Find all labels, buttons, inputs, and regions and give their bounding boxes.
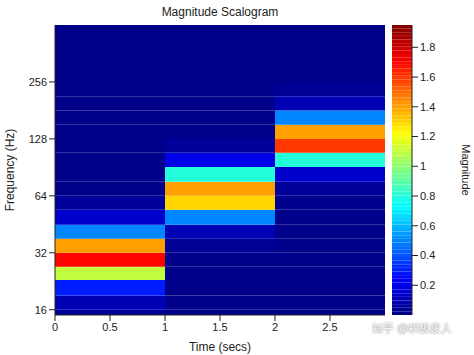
svg-text:0: 0 (52, 321, 58, 333)
svg-text:1.8: 1.8 (420, 41, 435, 53)
svg-text:1: 1 (420, 160, 426, 172)
svg-text:0.6: 0.6 (420, 220, 435, 232)
svg-text:128: 128 (29, 133, 47, 145)
svg-text:2.5: 2.5 (322, 321, 337, 333)
svg-text:64: 64 (35, 190, 47, 202)
svg-text:32: 32 (35, 247, 47, 259)
svg-text:Frequency (Hz): Frequency (Hz) (3, 129, 17, 212)
svg-text:256: 256 (29, 76, 47, 88)
svg-text:2: 2 (272, 321, 278, 333)
svg-text:Time (secs): Time (secs) (189, 340, 251, 354)
html-text:Magnitude Scalogram: Magnitude Scalogram (161, 5, 279, 19)
svg-text:16: 16 (35, 304, 47, 316)
svg-text:Magnitude: Magnitude (460, 144, 472, 195)
svg-text:1.2: 1.2 (420, 130, 435, 142)
svg-text:1.4: 1.4 (420, 101, 435, 113)
svg-text:0.8: 0.8 (420, 190, 435, 202)
svg-text:0.5: 0.5 (102, 321, 117, 333)
html-text:知乎 @积极废人: 知乎 @积极废人 (372, 322, 453, 334)
svg-text:1.6: 1.6 (420, 71, 435, 83)
svg-text:1.5: 1.5 (212, 321, 227, 333)
svg-text:1: 1 (162, 321, 168, 333)
svg-text:0.2: 0.2 (420, 279, 435, 291)
svg-text:0.4: 0.4 (420, 249, 435, 261)
